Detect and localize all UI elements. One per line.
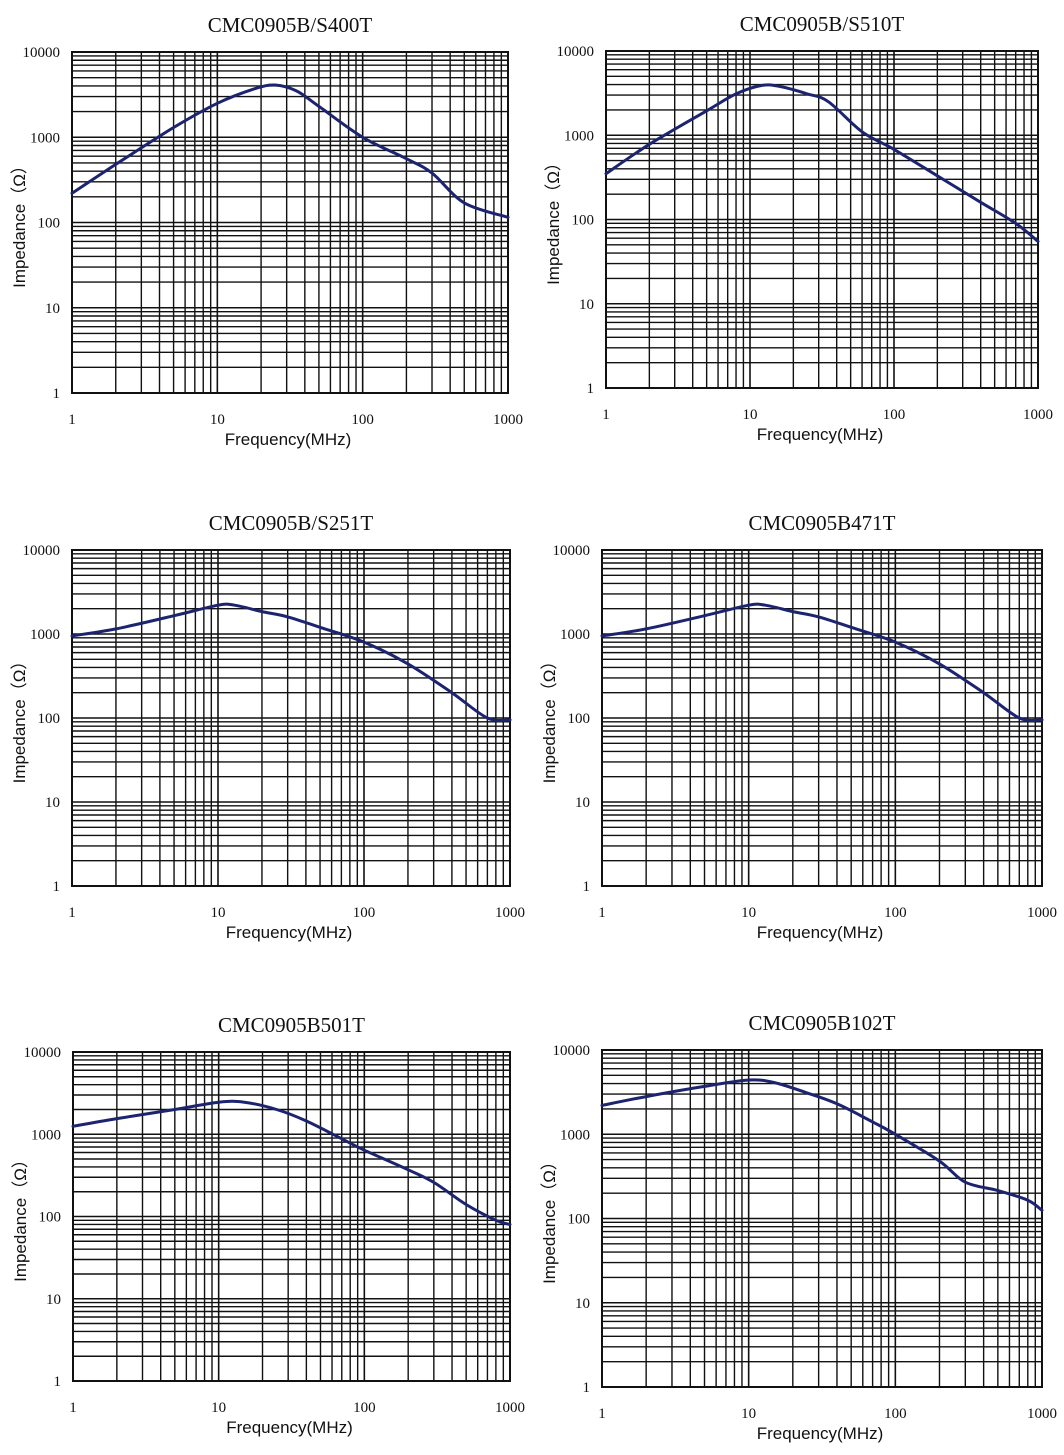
x-axis-label: Frequency(MHz) bbox=[757, 923, 884, 942]
y-tick-label: 1 bbox=[54, 1374, 62, 1390]
y-tick-label: 10 bbox=[46, 1292, 61, 1308]
impedance-chart-2: CMC0905B/S510T 1 10 100 1000 10000 1 10 100 1000 F… bbox=[544, 12, 1053, 444]
y-axis-label: Impedance（Ω） bbox=[540, 653, 559, 784]
plot-frame bbox=[605, 50, 1039, 389]
plot-frame bbox=[72, 1051, 511, 1382]
y-tick-label: 1000 bbox=[560, 1127, 590, 1143]
chart-title: CMC0905B501T bbox=[218, 1013, 365, 1037]
y-tick-label: 100 bbox=[38, 216, 61, 232]
grid bbox=[602, 550, 1042, 886]
y-tick-label: 10000 bbox=[553, 1043, 591, 1059]
grid bbox=[606, 51, 1038, 388]
grid bbox=[72, 550, 510, 886]
plot-frame bbox=[71, 51, 509, 394]
impedance-chart-6: CMC0905B102T 1 10 100 1000 10000 1 10 100 1000 Fre… bbox=[540, 1011, 1057, 1443]
x-tick-label: 100 bbox=[353, 905, 376, 921]
plot-frame bbox=[71, 549, 511, 887]
y-tick-label: 1 bbox=[53, 386, 61, 402]
chart-title: CMC0905B102T bbox=[748, 1011, 895, 1035]
plot-frame bbox=[601, 549, 1043, 887]
impedance-series-line bbox=[70, 602, 512, 723]
x-tick-label: 1000 bbox=[1027, 1406, 1057, 1422]
x-tick-label: 1000 bbox=[493, 412, 523, 428]
x-axis-label: Frequency(MHz) bbox=[757, 425, 884, 444]
x-axis-label: Frequency(MHz) bbox=[225, 430, 352, 449]
x-tick-label: 1 bbox=[68, 905, 76, 921]
x-tick-label: 10 bbox=[741, 1406, 756, 1422]
y-tick-label: 10000 bbox=[553, 543, 591, 559]
y-axis-label: Impedance（Ω） bbox=[11, 1151, 30, 1282]
y-tick-label: 10 bbox=[45, 301, 60, 317]
x-axis-label: Frequency(MHz) bbox=[226, 923, 353, 942]
chart-title: CMC0905B/S251T bbox=[209, 511, 374, 535]
impedance-chart-3: CMC0905B/S251T 1 10 100 1000 10000 1 10 100 1000 F… bbox=[10, 511, 525, 942]
impedance-chart-5: CMC0905B501T 1 10 100 1000 10000 1 10 100 1000 Fre… bbox=[11, 1013, 525, 1437]
x-tick-label: 10 bbox=[743, 407, 758, 423]
x-tick-label: 100 bbox=[351, 412, 374, 428]
y-tick-label: 1000 bbox=[31, 1127, 61, 1143]
y-tick-label: 100 bbox=[38, 711, 61, 727]
x-tick-label: 1 bbox=[598, 905, 606, 921]
y-tick-label: 1000 bbox=[564, 128, 594, 144]
y-tick-label: 10000 bbox=[23, 45, 61, 61]
y-tick-label: 10 bbox=[579, 297, 594, 313]
x-axis-label: Frequency(MHz) bbox=[757, 1424, 884, 1443]
y-axis-label: Impedance（Ω） bbox=[544, 154, 563, 285]
y-tick-label: 100 bbox=[572, 213, 595, 229]
y-tick-label: 100 bbox=[568, 1212, 591, 1228]
x-tick-label: 100 bbox=[353, 1400, 376, 1416]
impedance-series-line bbox=[604, 83, 1040, 243]
y-tick-label: 10000 bbox=[557, 44, 595, 60]
x-tick-label: 1 bbox=[598, 1406, 606, 1422]
x-tick-label: 1000 bbox=[1027, 905, 1057, 921]
impedance-chart-4: CMC0905B471T 1 10 100 1000 10000 1 10 100 1000 Fre… bbox=[540, 511, 1057, 942]
y-tick-label: 1000 bbox=[30, 627, 60, 643]
y-tick-label: 10 bbox=[575, 1296, 590, 1312]
x-tick-label: 10 bbox=[211, 1400, 226, 1416]
x-tick-label: 1000 bbox=[495, 905, 525, 921]
x-tick-label: 10 bbox=[741, 905, 756, 921]
y-tick-label: 10000 bbox=[23, 543, 61, 559]
x-tick-label: 10 bbox=[211, 905, 226, 921]
y-tick-label: 10 bbox=[575, 795, 590, 811]
y-axis-label: Impedance（Ω） bbox=[10, 653, 29, 784]
impedance-series-line bbox=[70, 83, 510, 219]
impedance-series-line bbox=[600, 602, 1044, 723]
x-tick-label: 1 bbox=[68, 412, 76, 428]
y-axis-label: Impedance（Ω） bbox=[540, 1153, 559, 1284]
y-tick-label: 100 bbox=[39, 1210, 62, 1226]
x-tick-label: 100 bbox=[883, 407, 906, 423]
x-axis-label: Frequency(MHz) bbox=[226, 1418, 353, 1437]
impedance-series-line bbox=[600, 1078, 1044, 1212]
x-tick-label: 1 bbox=[602, 407, 610, 423]
impedance-chart-1: CMC0905B/S400T 1 10 100 1000 10000 1 10 100 1000 F… bbox=[10, 13, 523, 449]
x-tick-label: 1000 bbox=[1023, 407, 1053, 423]
x-tick-label: 100 bbox=[884, 905, 907, 921]
x-tick-label: 100 bbox=[884, 1406, 907, 1422]
y-tick-label: 100 bbox=[568, 711, 591, 727]
x-tick-label: 1 bbox=[69, 1400, 77, 1416]
y-axis-label: Impedance（Ω） bbox=[10, 157, 29, 288]
chart-title: CMC0905B471T bbox=[748, 511, 895, 535]
y-tick-label: 1 bbox=[53, 879, 61, 895]
plot-frame bbox=[601, 1049, 1043, 1388]
grid bbox=[72, 52, 508, 393]
x-tick-label: 1000 bbox=[495, 1400, 525, 1416]
y-tick-label: 1000 bbox=[560, 627, 590, 643]
x-tick-label: 10 bbox=[210, 412, 225, 428]
y-tick-label: 1 bbox=[583, 879, 591, 895]
y-tick-label: 10 bbox=[45, 795, 60, 811]
grid bbox=[602, 1050, 1042, 1387]
chart-title: CMC0905B/S510T bbox=[740, 12, 905, 36]
grid bbox=[73, 1052, 510, 1381]
y-tick-label: 1 bbox=[583, 1380, 591, 1396]
y-tick-label: 10000 bbox=[24, 1045, 62, 1061]
y-tick-label: 1000 bbox=[30, 130, 60, 146]
impedance-series-line bbox=[71, 1099, 512, 1226]
y-tick-label: 1 bbox=[587, 381, 595, 397]
chart-title: CMC0905B/S400T bbox=[208, 13, 373, 37]
